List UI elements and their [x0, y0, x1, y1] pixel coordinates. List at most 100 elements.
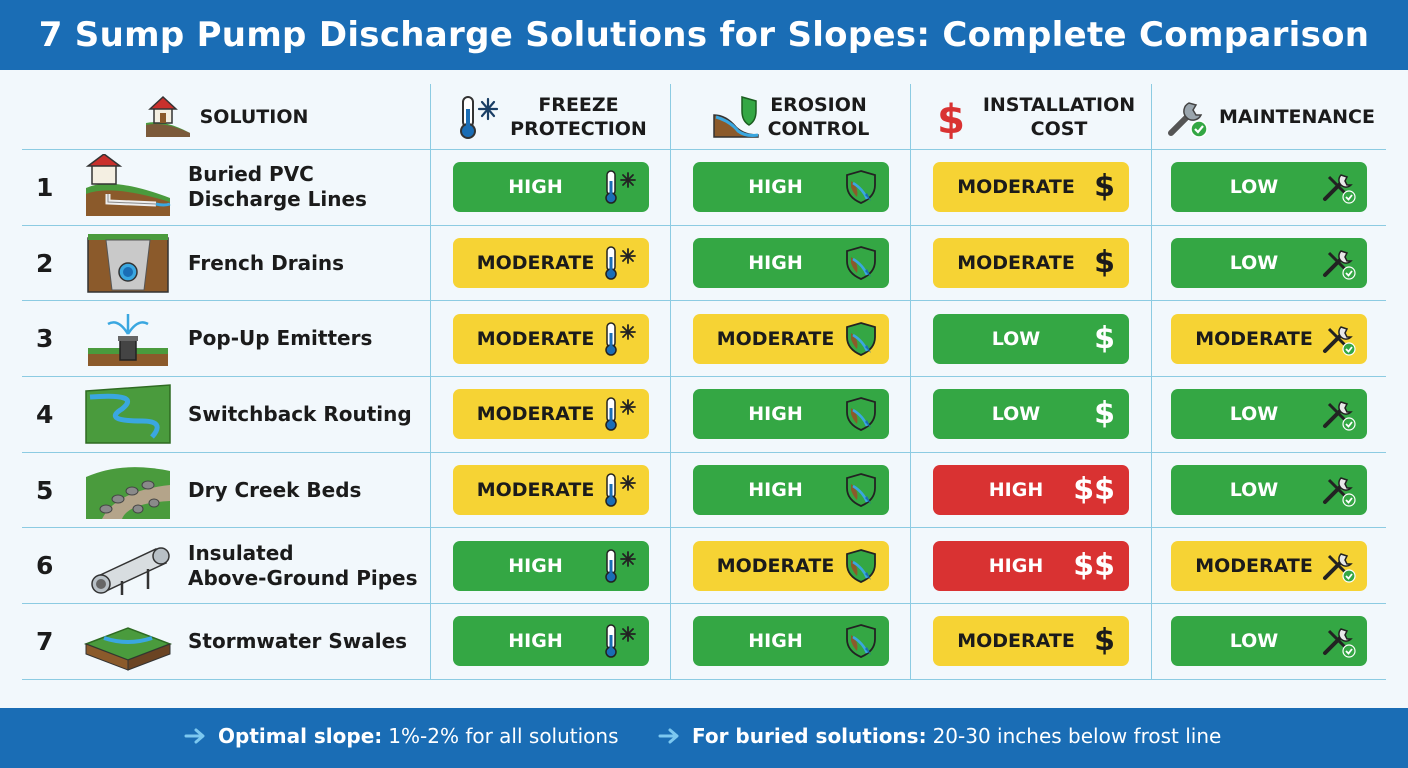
- freeze-rating-cell: HIGH: [430, 150, 670, 226]
- solution-name-line: Above-Ground Pipes: [188, 565, 418, 590]
- row-number: 3: [36, 324, 54, 354]
- column-header-label: INSTALLATION COST: [983, 93, 1135, 141]
- rating-label: LOW: [991, 403, 1041, 426]
- rating-label: MODERATE: [957, 176, 1075, 199]
- wrench-check-icon: [1323, 174, 1356, 204]
- freeze-rating-cell: HIGH: [430, 528, 670, 605]
- maintenance-rating-badge: MODERATE: [1171, 313, 1367, 364]
- solution-name: Switchback Routing: [188, 402, 418, 427]
- rating-label: HIGH: [748, 403, 803, 426]
- cost-rating-badge: HIGH $$: [933, 540, 1129, 591]
- french-drain-icon: [87, 234, 169, 293]
- solution-name-line: Buried PVC: [188, 162, 314, 187]
- rating-label: MODERATE: [476, 479, 595, 502]
- rating-label: MODERATE: [1195, 554, 1313, 577]
- cost-rating-badge: MODERATE $: [933, 162, 1129, 213]
- solution-name-line: Stormwater Swales: [188, 628, 408, 653]
- maintenance-rating-cell: MODERATE: [1151, 301, 1386, 378]
- freeze-rating-cell: MODERATE: [430, 377, 670, 453]
- comparison-table: SOLUTION FREEZE PROTECTION: [22, 84, 1386, 682]
- footer-text: 20-30 inches below frost line: [932, 724, 1222, 748]
- column-header-erosion: EROSION CONTROL: [670, 84, 910, 150]
- solution-name: Stormwater Swales: [188, 629, 418, 654]
- stormwater-swale-icon: [83, 627, 173, 672]
- maintenance-rating-cell: LOW: [1151, 225, 1386, 302]
- freeze-rating-badge: HIGH: [452, 540, 649, 591]
- footer-note-slope: Optimal slope: 1%-2% for all solutions: [184, 724, 619, 748]
- solution-cell: 5 Dry Creek Beds: [22, 453, 430, 529]
- header-line: CONTROL: [767, 117, 870, 140]
- solution-name-line: Insulated: [188, 540, 294, 565]
- rating-label: MODERATE: [476, 252, 595, 275]
- page-title: 7 Sump Pump Discharge Solutions for Slop…: [38, 15, 1370, 55]
- rating-label: LOW: [1229, 252, 1279, 275]
- footer-label: Optimal slope:: [218, 724, 383, 748]
- dollar-icon: $$: [1073, 472, 1115, 508]
- thermometer-snowflake-icon: [604, 624, 636, 659]
- solution-cell: 3 Pop-Up Emitters: [22, 301, 430, 378]
- erosion-rating-badge: MODERATE: [692, 313, 889, 364]
- maintenance-rating-cell: LOW: [1151, 150, 1386, 226]
- wrench-check-icon: [1323, 628, 1356, 659]
- svg-text:$: $: [937, 97, 965, 141]
- thermometer-snowflake-icon: [604, 549, 636, 583]
- erosion-shield-icon: [845, 397, 876, 432]
- rating-label: LOW: [1229, 403, 1279, 426]
- thermometer-snowflake-icon: [604, 397, 636, 432]
- arrow-right-icon: [184, 728, 205, 744]
- cost-rating-badge: HIGH $$: [933, 465, 1129, 516]
- rating-label: MODERATE: [476, 403, 595, 426]
- maintenance-rating-cell: LOW: [1151, 377, 1386, 453]
- erosion-shield-icon: [845, 321, 876, 356]
- solution-name-line: Dry Creek Beds: [188, 477, 362, 502]
- rating-label: MODERATE: [1195, 327, 1313, 350]
- cost-rating-badge: MODERATE $: [933, 616, 1129, 667]
- rating-label: HIGH: [508, 554, 563, 577]
- column-header-solution: SOLUTION: [22, 84, 430, 150]
- solution-name: French Drains: [188, 251, 418, 276]
- erosion-rating-cell: HIGH: [670, 604, 910, 680]
- rating-label: HIGH: [748, 479, 803, 502]
- solution-name-line: Switchback Routing: [188, 401, 412, 426]
- rating-label: LOW: [991, 327, 1041, 350]
- cost-rating-cell: LOW $: [910, 301, 1151, 378]
- freeze-rating-badge: MODERATE: [452, 465, 649, 516]
- solution-name-line: French Drains: [188, 250, 345, 275]
- cost-rating-badge: LOW $: [933, 313, 1129, 364]
- rating-label: HIGH: [508, 176, 563, 199]
- row-number: 4: [36, 399, 54, 429]
- erosion-rating-badge: HIGH: [692, 238, 889, 289]
- erosion-rating-cell: HIGH: [670, 377, 910, 453]
- footer-note-buried: For buried solutions: 20-30 inches below…: [658, 724, 1221, 748]
- column-header-label: MAINTENANCE: [1219, 105, 1375, 128]
- row-number: 5: [36, 475, 54, 505]
- switchback-routing-icon: [85, 384, 171, 445]
- comparison-grid: SOLUTION FREEZE PROTECTION: [22, 84, 1386, 682]
- maintenance-rating-badge: LOW: [1171, 616, 1367, 667]
- solution-name: Dry Creek Beds: [188, 478, 418, 503]
- freeze-rating-badge: MODERATE: [452, 389, 649, 440]
- thermometer-snowflake-icon: [604, 321, 636, 356]
- title-bar: 7 Sump Pump Discharge Solutions for Slop…: [0, 0, 1408, 70]
- wrench-check-icon: [1323, 250, 1356, 280]
- cost-rating-cell: MODERATE $: [910, 150, 1151, 226]
- rating-label: HIGH: [748, 176, 803, 199]
- rating-label: MODERATE: [957, 252, 1075, 275]
- solution-cell: 4 Switchback Routing: [22, 377, 430, 453]
- wrench-check-icon: [1323, 325, 1356, 356]
- freeze-rating-badge: MODERATE: [452, 238, 649, 289]
- solution-cell: 7 Stormwater Swales: [22, 604, 430, 680]
- cost-rating-cell: HIGH $$: [910, 528, 1151, 605]
- column-header-label: SOLUTION: [199, 105, 309, 128]
- cost-rating-cell: LOW $: [910, 377, 1151, 453]
- footer-label: For buried solutions:: [692, 724, 927, 748]
- erosion-rating-cell: MODERATE: [670, 301, 910, 378]
- rating-label: HIGH: [988, 479, 1044, 502]
- freeze-rating-cell: MODERATE: [430, 225, 670, 302]
- cost-rating-cell: MODERATE $: [910, 604, 1151, 680]
- buried-pvc-icon: [85, 154, 171, 217]
- rating-label: LOW: [1229, 176, 1279, 199]
- column-header-maintenance: MAINTENANCE: [1151, 84, 1386, 150]
- wrench-check-icon: [1323, 552, 1356, 583]
- thermometer-snowflake-icon: [460, 95, 499, 139]
